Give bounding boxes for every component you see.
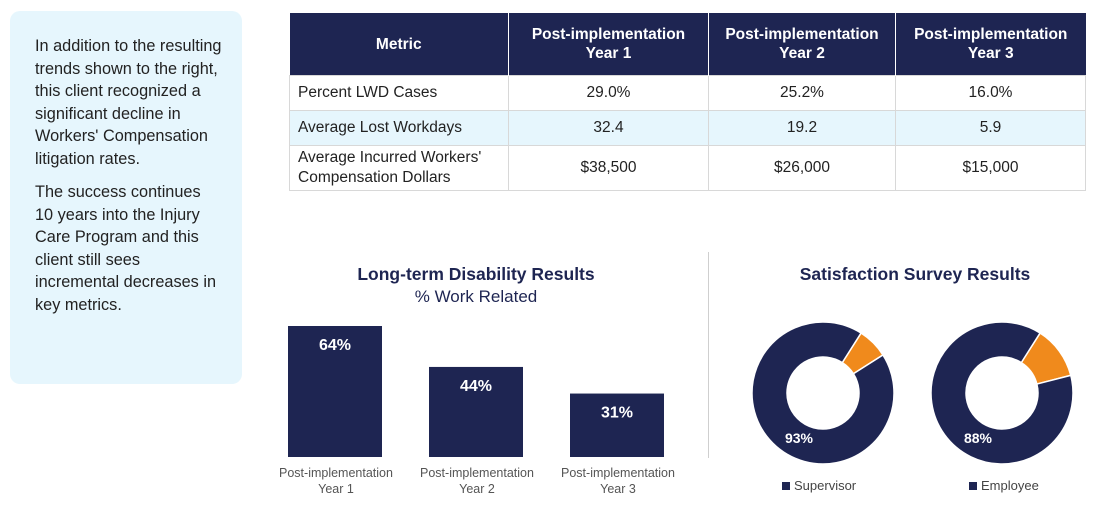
bar-3 xyxy=(570,393,664,457)
bar-data-label: 64% xyxy=(319,337,351,354)
section-divider xyxy=(708,252,709,458)
bar-chart-subtitle: % Work Related xyxy=(414,287,538,306)
donut-slice-satisfied xyxy=(930,321,1074,465)
header-year-2: Post-implementation Year 2 xyxy=(708,13,896,76)
table-cell: 19.2 xyxy=(708,110,896,146)
metrics-table: Metric Post-implementation Year 1 Post-i… xyxy=(289,13,1086,191)
row-label: Average Lost Workdays xyxy=(289,110,509,146)
bar-category-label: Year 2 xyxy=(459,482,495,496)
table-row: Average Incurred Workers' Compensation D… xyxy=(289,145,1086,191)
bar-data-label: 44% xyxy=(460,378,492,395)
table-cell: $26,000 xyxy=(708,145,896,191)
bar-data-label: 31% xyxy=(601,405,633,422)
bar-chart-title: Long-term Disability Results xyxy=(357,264,595,284)
bar-category-label: Post-implementation xyxy=(561,466,675,480)
legend-label: Supervisor xyxy=(794,478,857,493)
legend-swatch xyxy=(782,482,790,490)
header-metric: Metric xyxy=(289,13,509,76)
bar-1 xyxy=(288,326,382,457)
header-year-3: Post-implementation Year 3 xyxy=(895,13,1086,76)
table-cell: 32.4 xyxy=(508,110,709,146)
donut-data-label: 88% xyxy=(964,430,993,446)
bar-category-label: Post-implementation xyxy=(420,466,534,480)
row-label: Average Incurred Workers' Compensation D… xyxy=(289,145,509,191)
table-cell: $15,000 xyxy=(895,145,1086,191)
intro-paragraph-2: The success continues 10 years into the … xyxy=(35,183,216,314)
table-cell: 29.0% xyxy=(508,75,709,111)
donut-chart-title: Satisfaction Survey Results xyxy=(799,264,1031,284)
legend-swatch xyxy=(969,482,977,490)
table-row: Average Lost Workdays 32.4 19.2 5.9 xyxy=(289,110,1086,146)
legend-label: Employee xyxy=(981,478,1039,493)
table-header-row: Metric Post-implementation Year 1 Post-i… xyxy=(289,13,1086,76)
donut-slice-satisfied xyxy=(751,321,895,465)
bar-category-label: Year 3 xyxy=(600,482,636,496)
header-year-1: Post-implementation Year 1 xyxy=(508,13,709,76)
table-row: Percent LWD Cases 29.0% 25.2% 16.0% xyxy=(289,75,1086,111)
bar-category-label: Post-implementation xyxy=(279,466,393,480)
bar-category-label: Year 1 xyxy=(318,482,354,496)
table-cell: 25.2% xyxy=(708,75,896,111)
table-cell: $38,500 xyxy=(508,145,709,191)
bar-2 xyxy=(429,366,523,457)
intro-panel: In addition to the resulting trends show… xyxy=(10,11,242,384)
intro-paragraph-1: In addition to the resulting trends show… xyxy=(35,37,222,168)
donut-data-label: 93% xyxy=(785,430,814,446)
